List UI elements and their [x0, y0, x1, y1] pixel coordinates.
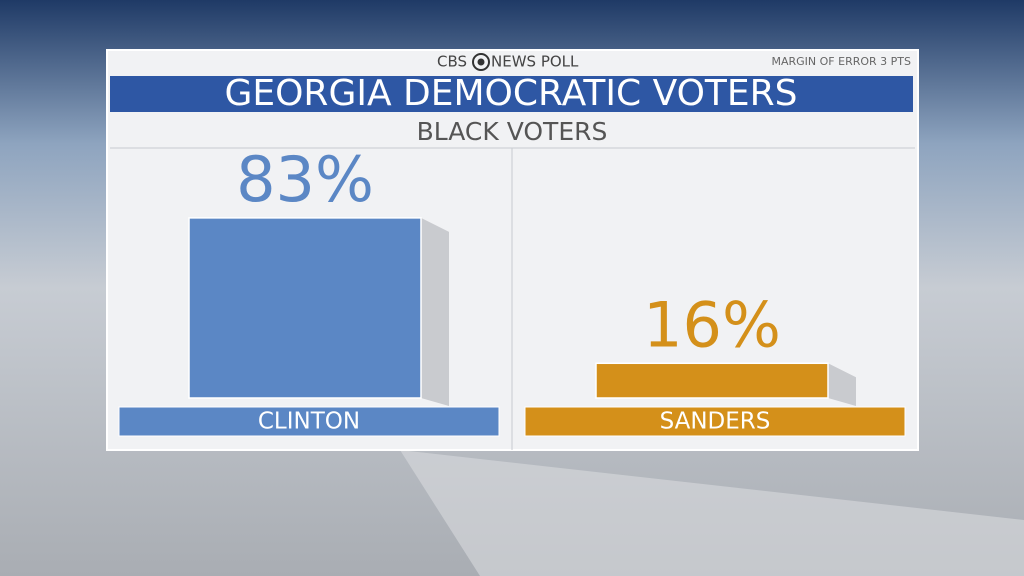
x-tick-label: CLINTON [258, 409, 360, 435]
value-label: 83% [236, 143, 374, 216]
value-label: 16% [643, 288, 781, 361]
bar-shadow [421, 217, 449, 406]
x-tick-label: SANDERS [660, 409, 771, 435]
bar [188, 217, 422, 399]
subtitle: BLACK VOTERS [417, 117, 608, 146]
category-bar [524, 406, 906, 437]
header: NEWS POLL [491, 53, 579, 71]
bar [595, 362, 829, 399]
title-bar [110, 76, 913, 112]
bar-shadow [828, 363, 856, 406]
chart-title: GEORGIA DEMOCRATIC VOTERS [224, 73, 797, 114]
cbs-eye [472, 53, 490, 71]
note: MARGIN OF ERROR 3 PTS [772, 55, 912, 68]
category-bar [118, 406, 500, 437]
eye-outline [472, 53, 490, 71]
brand: CBS [437, 53, 467, 71]
eye-pupil [477, 58, 485, 66]
background-shape [400, 450, 1024, 576]
